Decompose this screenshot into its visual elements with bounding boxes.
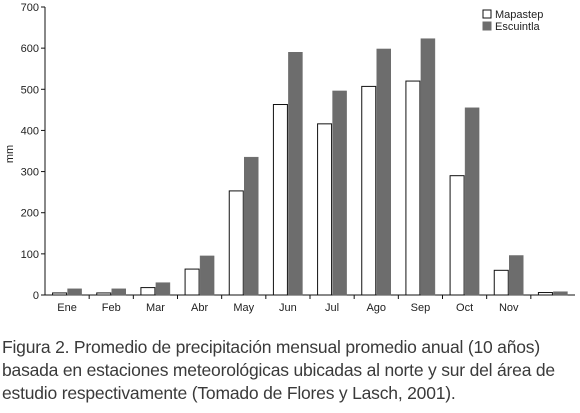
y-tick-label: 400 [21, 125, 39, 137]
figure-caption: Figura 2. Promedio de precipitación mens… [2, 337, 555, 403]
y-tick-label: 700 [21, 2, 39, 14]
chart-svg: 0 100 200 300 400 500 600 700 mm Ene Feb Mar Abr May J… [4, 2, 575, 314]
y-tick-label: 0 [33, 290, 39, 302]
bar-mapastep-dic [537, 292, 553, 296]
bar-mapastep-sep [405, 80, 421, 296]
x-tick-label: Ago [366, 302, 386, 314]
bar-escuintla-sep [420, 38, 436, 296]
legend-swatch-mapastep [482, 9, 492, 19]
x-tick-label: Sep [411, 302, 431, 314]
y-tick-label: 300 [21, 167, 39, 179]
bar-escuintla-ene [67, 288, 82, 296]
bar-escuintla-ago [376, 48, 391, 296]
y-tick-label: 500 [21, 84, 39, 96]
bar-escuintla-jun [288, 52, 303, 296]
bar-mapastep-abr [184, 268, 200, 296]
bar-mapastep-jul [317, 123, 333, 296]
bar-escuintla-nov [509, 255, 524, 296]
legend-swatch-escuintla [482, 21, 492, 31]
bar-escuintla-oct [464, 107, 480, 296]
x-tick-label: Mar [146, 302, 165, 314]
bar-mapastep-mar [140, 287, 156, 296]
y-tick-label: 600 [21, 43, 39, 55]
bar-mapastep-nov [493, 269, 509, 296]
bar-mapastep-feb [96, 292, 112, 296]
bar-mapastep-ago [361, 85, 377, 296]
bar-escuintla-dic [553, 291, 568, 296]
bar-mapastep-jun [272, 104, 288, 296]
x-tick-label: Oct [456, 302, 473, 314]
x-tick-label: May [233, 302, 254, 314]
x-tick-label: Jul [325, 302, 339, 314]
legend-label-mapastep: Mapastep [495, 9, 543, 21]
x-tick-label: Ene [57, 302, 77, 314]
x-tick-label: Abr [191, 302, 208, 314]
bar-mapastep-may [228, 190, 244, 296]
bar-escuintla-mar [155, 282, 171, 296]
x-tick-label: Nov [499, 302, 519, 314]
legend-label-escuintla: Escuintla [495, 21, 541, 33]
x-tick-label: Jun [279, 302, 297, 314]
bar-escuintla-may [244, 156, 259, 296]
bar-mapastep-ene [52, 292, 68, 296]
precipitation-chart: 0 100 200 300 400 500 600 700 mm Ene Feb Mar Abr May J… [4, 2, 575, 314]
y-tick-label: 200 [21, 208, 39, 220]
x-tick-label: Feb [102, 302, 121, 314]
bar-escuintla-jul [332, 90, 347, 296]
y-tick-label: 100 [21, 249, 39, 261]
y-axis-title: mm [4, 145, 16, 163]
bar-escuintla-abr [199, 255, 215, 296]
bar-mapastep-oct [449, 175, 465, 296]
bar-escuintla-feb [111, 288, 126, 296]
